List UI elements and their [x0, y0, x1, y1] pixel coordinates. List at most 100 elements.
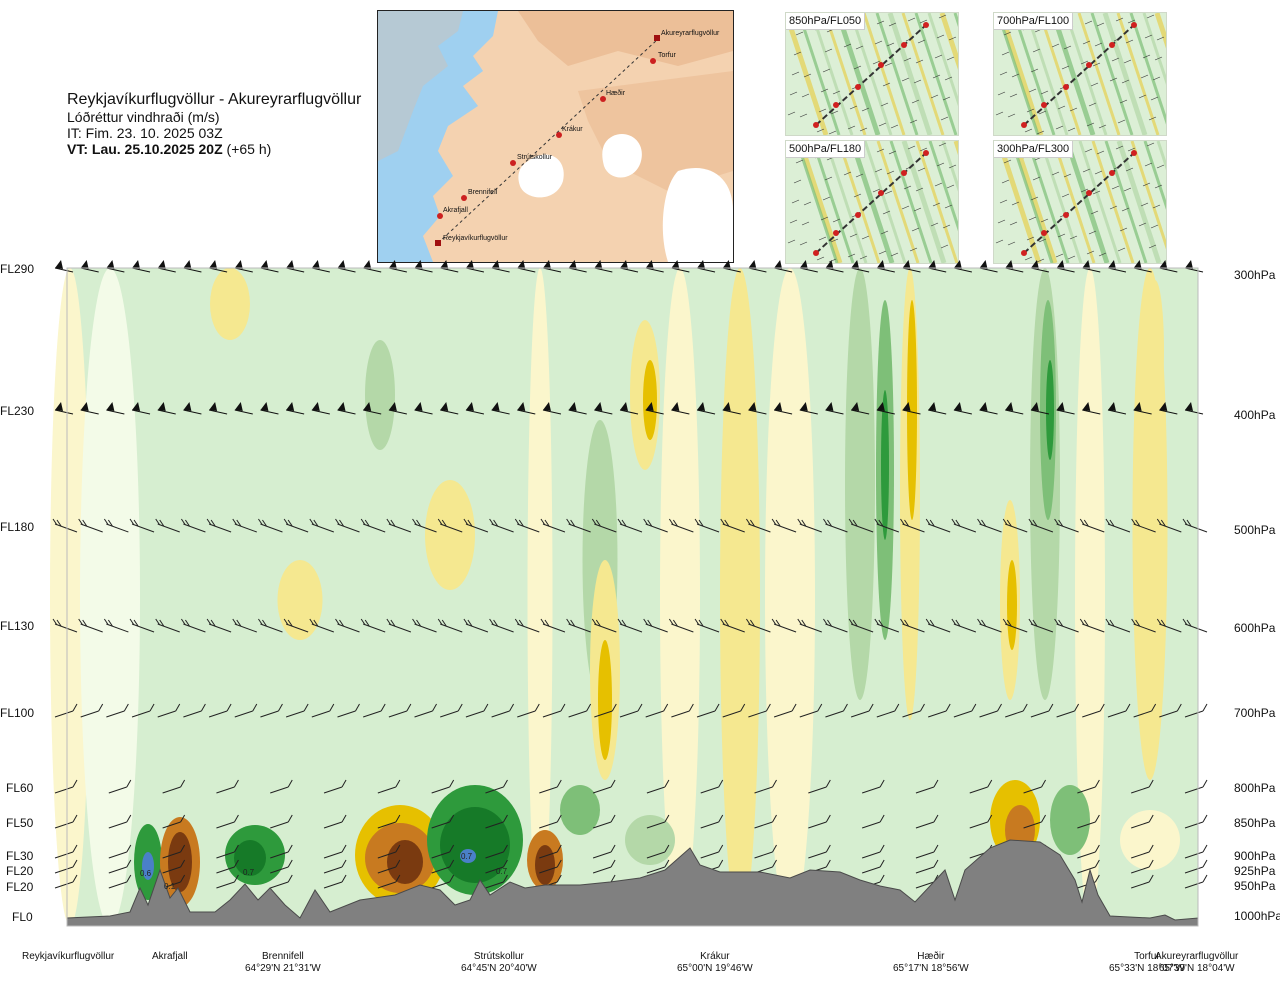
wind-barb [696, 703, 720, 718]
wind-barb [646, 814, 670, 829]
wind-barb [540, 618, 566, 633]
mini-map-300[interactable]: 300hPa/FL300 [993, 140, 1167, 264]
wind-barb [363, 260, 382, 273]
wind-barb [799, 260, 818, 273]
wind-barb [216, 814, 239, 829]
wind-barb [668, 618, 694, 633]
wind-barb [491, 402, 510, 415]
velocity-contour [277, 560, 323, 640]
wind-barb [1184, 814, 1208, 829]
wind-barb [720, 518, 745, 533]
annotation-value: 0.6 [140, 869, 152, 878]
wind-barb [337, 260, 356, 273]
wind-barb [591, 518, 617, 533]
mini-map-700[interactable]: 700hPa/FL100 [993, 12, 1167, 136]
velocity-contour [765, 268, 815, 926]
wind-barb [1105, 518, 1131, 533]
wind-barb [216, 874, 239, 889]
wind-barb [825, 402, 844, 415]
wind-barb [848, 618, 874, 633]
wind-barb [1131, 618, 1156, 633]
wind-barb [485, 779, 508, 794]
fl-label-fl180: FL180 [0, 520, 35, 534]
wind-barb [414, 703, 437, 718]
wind-barb [1030, 260, 1050, 273]
wind-barb [234, 402, 253, 415]
wind-barb [1077, 779, 1100, 794]
wind-barb [103, 518, 129, 533]
velocity-cell [387, 840, 423, 884]
wind-barb [1082, 402, 1101, 415]
wind-barb [1131, 779, 1154, 794]
wind-barb [1131, 859, 1154, 874]
location-coord: 64°45'N 20°40'W [461, 963, 537, 974]
hpa-label-500: 500hPa [1234, 523, 1276, 537]
mini-map-850[interactable]: 850hPa/FL050 [785, 12, 959, 136]
wind-barb [1131, 874, 1154, 889]
wind-barb [773, 402, 793, 415]
wind-barb [129, 518, 155, 533]
map-label-reykjavik: Reykjavíkurflugvöllur [443, 235, 508, 242]
location-strutskollur: Strútskollur 64°45'N 20°40'W [461, 951, 537, 975]
wind-barb [80, 402, 99, 415]
wind-barb [183, 402, 202, 415]
velocity-contour [643, 360, 657, 440]
velocity-cell [535, 845, 555, 885]
wind-barb [915, 859, 939, 874]
wind-barb [440, 402, 459, 415]
wind-barb [808, 844, 831, 859]
mini-map-300-svg [994, 141, 1166, 263]
annotation-value: 0.7 [243, 868, 255, 877]
location-name: Torfur [1134, 951, 1160, 962]
wind-barb [431, 814, 455, 829]
wind-barb [1030, 703, 1054, 718]
wind-barb [162, 814, 186, 829]
initial-time: IT: Fim. 23. 10. 2025 03Z [67, 125, 223, 141]
wind-barb [566, 518, 591, 533]
wind-barb [969, 779, 993, 794]
velocity-contour [425, 480, 475, 590]
wind-barb [722, 402, 741, 415]
wind-barb [1184, 703, 1208, 718]
wind-barb [386, 618, 412, 633]
wind-barb [619, 260, 639, 273]
fl-label-fl20: FL20 [6, 880, 34, 894]
wind-barb [388, 402, 407, 415]
wind-barb [645, 703, 669, 718]
wind-barb [542, 703, 566, 718]
wind-barb [323, 874, 347, 889]
wind-barb [823, 618, 848, 633]
wind-barb [748, 260, 767, 273]
wind-barb [925, 618, 951, 633]
wind-barb [337, 402, 356, 415]
mini-map-500[interactable]: 500hPa/FL180 [785, 140, 959, 264]
velocity-cell [460, 849, 476, 863]
wind-barb [771, 518, 797, 533]
wind-barb [876, 402, 895, 415]
wind-barb [754, 779, 777, 794]
wind-barb [106, 703, 129, 718]
wind-barb [1133, 703, 1157, 718]
wind-barb [208, 402, 228, 415]
location-name: Akureyrarflugvöllur [1155, 951, 1239, 962]
wind-barb [491, 260, 510, 273]
wind-barb [592, 859, 616, 874]
wind-barb [377, 779, 401, 794]
wind-barb [646, 779, 670, 794]
wind-barb [335, 518, 360, 533]
map-label-akureyri: Akureyrarflugvöllur [661, 30, 720, 37]
wind-barb [594, 260, 613, 273]
location-haedir: Hæðir 65°17'N 18°56'W [893, 951, 969, 975]
wind-barb [720, 618, 745, 633]
wind-barb [1131, 518, 1156, 533]
wind-barb [861, 779, 885, 794]
valid-time-offset: (+65 h) [222, 141, 272, 157]
wind-barb [388, 260, 407, 273]
wind-barb [155, 618, 180, 633]
wind-barb [1054, 618, 1079, 633]
wind-barb [517, 260, 536, 273]
wind-barb [440, 260, 459, 273]
route-map-svg: Akureyrarflugvöllur Torfur Hæðir Krákur … [378, 11, 733, 262]
wind-barb [539, 814, 562, 829]
velocity-contour [1007, 560, 1017, 650]
